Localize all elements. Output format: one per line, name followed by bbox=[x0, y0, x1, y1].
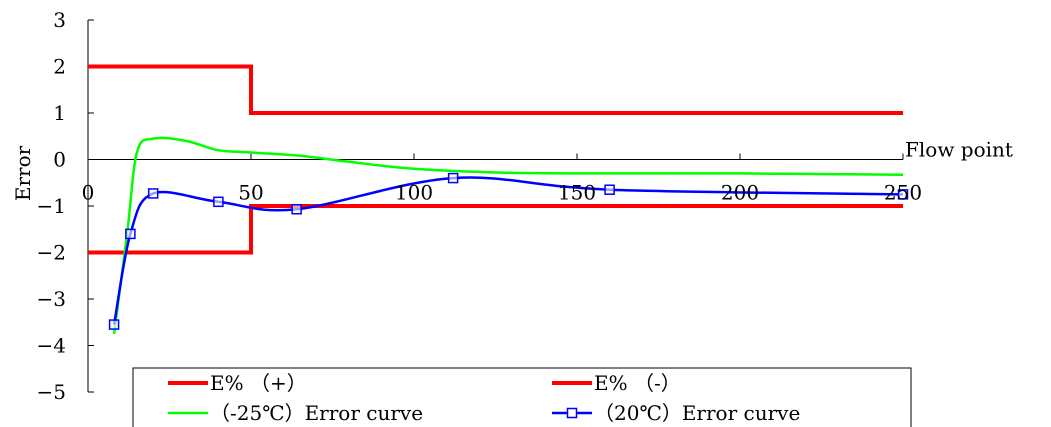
x-tick-label: 200 bbox=[721, 181, 759, 205]
tick-labels: 3 2 1 0 −1 −2 −3 −4 −5 0 50 100 150 200 250 bbox=[37, 8, 923, 404]
y-tick-label: −5 bbox=[37, 380, 66, 404]
x-tick-marks bbox=[87, 153, 904, 160]
data-point-marker bbox=[897, 189, 909, 200]
axes bbox=[87, 19, 904, 393]
data-point-marker bbox=[604, 184, 615, 195]
y-tick-label: −4 bbox=[37, 334, 66, 358]
x-axis-title: Flow point bbox=[905, 138, 1013, 162]
data-point-marker bbox=[291, 204, 302, 215]
legend-marker bbox=[566, 407, 578, 419]
y-tick-label: −3 bbox=[37, 287, 66, 311]
data-point-marker bbox=[108, 319, 120, 330]
data-point-marker bbox=[147, 188, 159, 199]
y-tick-label: 1 bbox=[53, 101, 66, 125]
legend-label: E% （-） bbox=[594, 371, 681, 395]
legend: E% （+） E% （-） （-25℃）Error curve （20℃）Error … bbox=[132, 367, 912, 427]
y-tick-label: 0 bbox=[53, 148, 66, 172]
y-tick-label: −1 bbox=[37, 194, 66, 218]
series-line-3 bbox=[112, 176, 904, 325]
y-tick-label: 3 bbox=[53, 8, 66, 32]
series-line-limit-0 bbox=[88, 64, 903, 115]
data-point-marker bbox=[447, 172, 459, 184]
series-line-2 bbox=[112, 136, 904, 335]
x-tick-label: 0 bbox=[82, 181, 95, 205]
series-layer bbox=[87, 64, 909, 335]
y-tick-label: 2 bbox=[53, 55, 66, 79]
y-axis-title: Error bbox=[11, 145, 35, 201]
data-point-marker bbox=[213, 196, 224, 208]
legend-label: （20℃）Error curve bbox=[594, 401, 800, 425]
x-tick-label: 150 bbox=[558, 181, 596, 205]
x-tick-label: 100 bbox=[395, 181, 433, 205]
legend-label: E% （+） bbox=[210, 371, 307, 395]
x-tick-label: 50 bbox=[238, 181, 263, 205]
data-point-marker bbox=[125, 228, 136, 240]
series-line-limit-1 bbox=[88, 204, 903, 255]
legend-box bbox=[132, 367, 912, 427]
y-tick-label: −2 bbox=[37, 241, 66, 265]
legend-label: （-25℃）Error curve bbox=[210, 401, 423, 425]
y-tick-marks bbox=[88, 19, 94, 393]
x-tick-label: 250 bbox=[884, 181, 922, 205]
